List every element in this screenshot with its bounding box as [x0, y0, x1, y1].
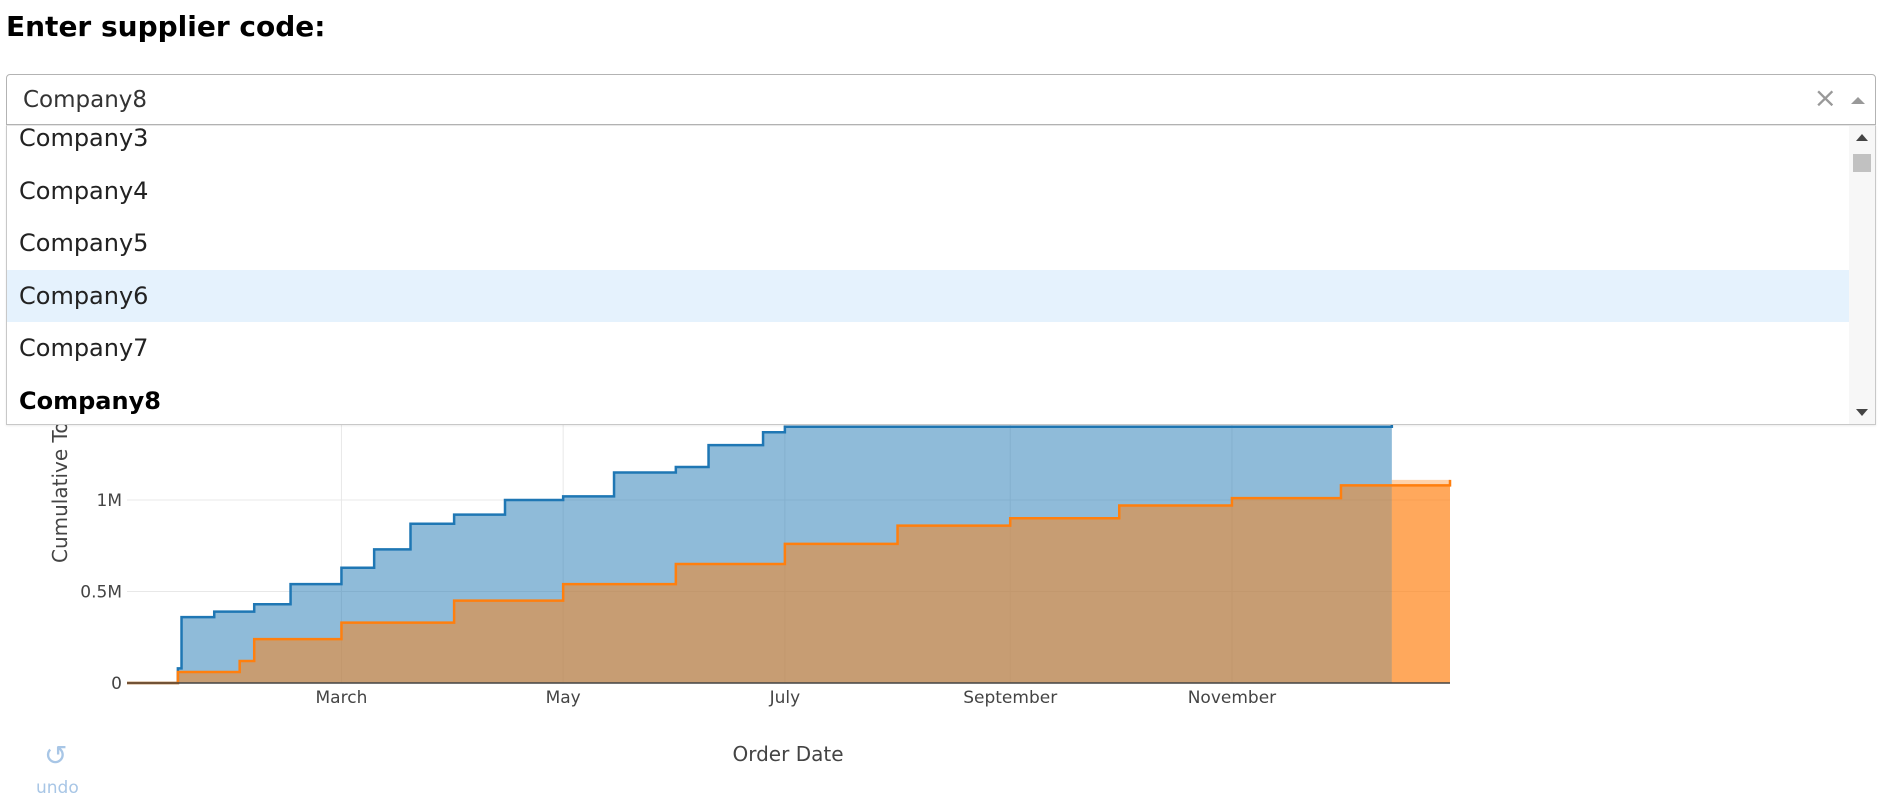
scrollbar[interactable]: [1849, 126, 1875, 424]
x-tick-label: September: [963, 688, 1057, 708]
supplier-select[interactable]: Company8 ×: [6, 74, 1876, 125]
blue-series-line: [127, 408, 1394, 685]
x-tick-label: July: [769, 688, 801, 708]
dropdown-menu: Company3 Company4 Company5 Company6 Comp…: [6, 125, 1876, 425]
option-list: Company3 Company4 Company5 Company6 Comp…: [7, 125, 1849, 424]
selected-value: Company8: [23, 87, 148, 113]
x-tick-label: May: [546, 688, 581, 708]
x-axis-title: Order Date: [733, 742, 844, 766]
dropdown-option[interactable]: Company8: [19, 386, 161, 415]
dropdown-option[interactable]: Company4: [19, 176, 149, 205]
x-tick-label: November: [1188, 688, 1276, 708]
clear-icon[interactable]: ×: [1813, 81, 1837, 114]
dropdown-option[interactable]: Company6: [7, 269, 1849, 322]
chart-axes: March May July September November 0 0.5M 1M: [80, 491, 1450, 708]
scroll-down-arrow-icon[interactable]: [1856, 409, 1868, 416]
page-title: Enter supplier code:: [6, 10, 326, 43]
chart-areas: [127, 408, 1452, 685]
y-tick-label: 1M: [97, 491, 122, 511]
orange-area-tail: [1391, 479, 1450, 683]
y-tick-label: 0.5M: [80, 583, 122, 603]
orange-series-line: [127, 479, 1452, 685]
orange-series-area: [127, 479, 1450, 683]
y-axis-title: Cumulative To: [48, 421, 72, 563]
dropdown-option[interactable]: Company5: [19, 229, 149, 257]
scroll-up-arrow-icon[interactable]: [1856, 134, 1868, 141]
chevron-up-icon[interactable]: [1851, 97, 1865, 104]
undo-label[interactable]: undo: [36, 778, 79, 795]
dropdown-option[interactable]: Company3: [19, 125, 149, 152]
x-tick-label: March: [316, 688, 368, 708]
undo-icon[interactable]: ↺: [44, 739, 68, 772]
y-tick-label: 0: [111, 674, 122, 694]
scroll-thumb[interactable]: [1853, 154, 1871, 172]
dropdown-option[interactable]: Company7: [19, 334, 149, 362]
